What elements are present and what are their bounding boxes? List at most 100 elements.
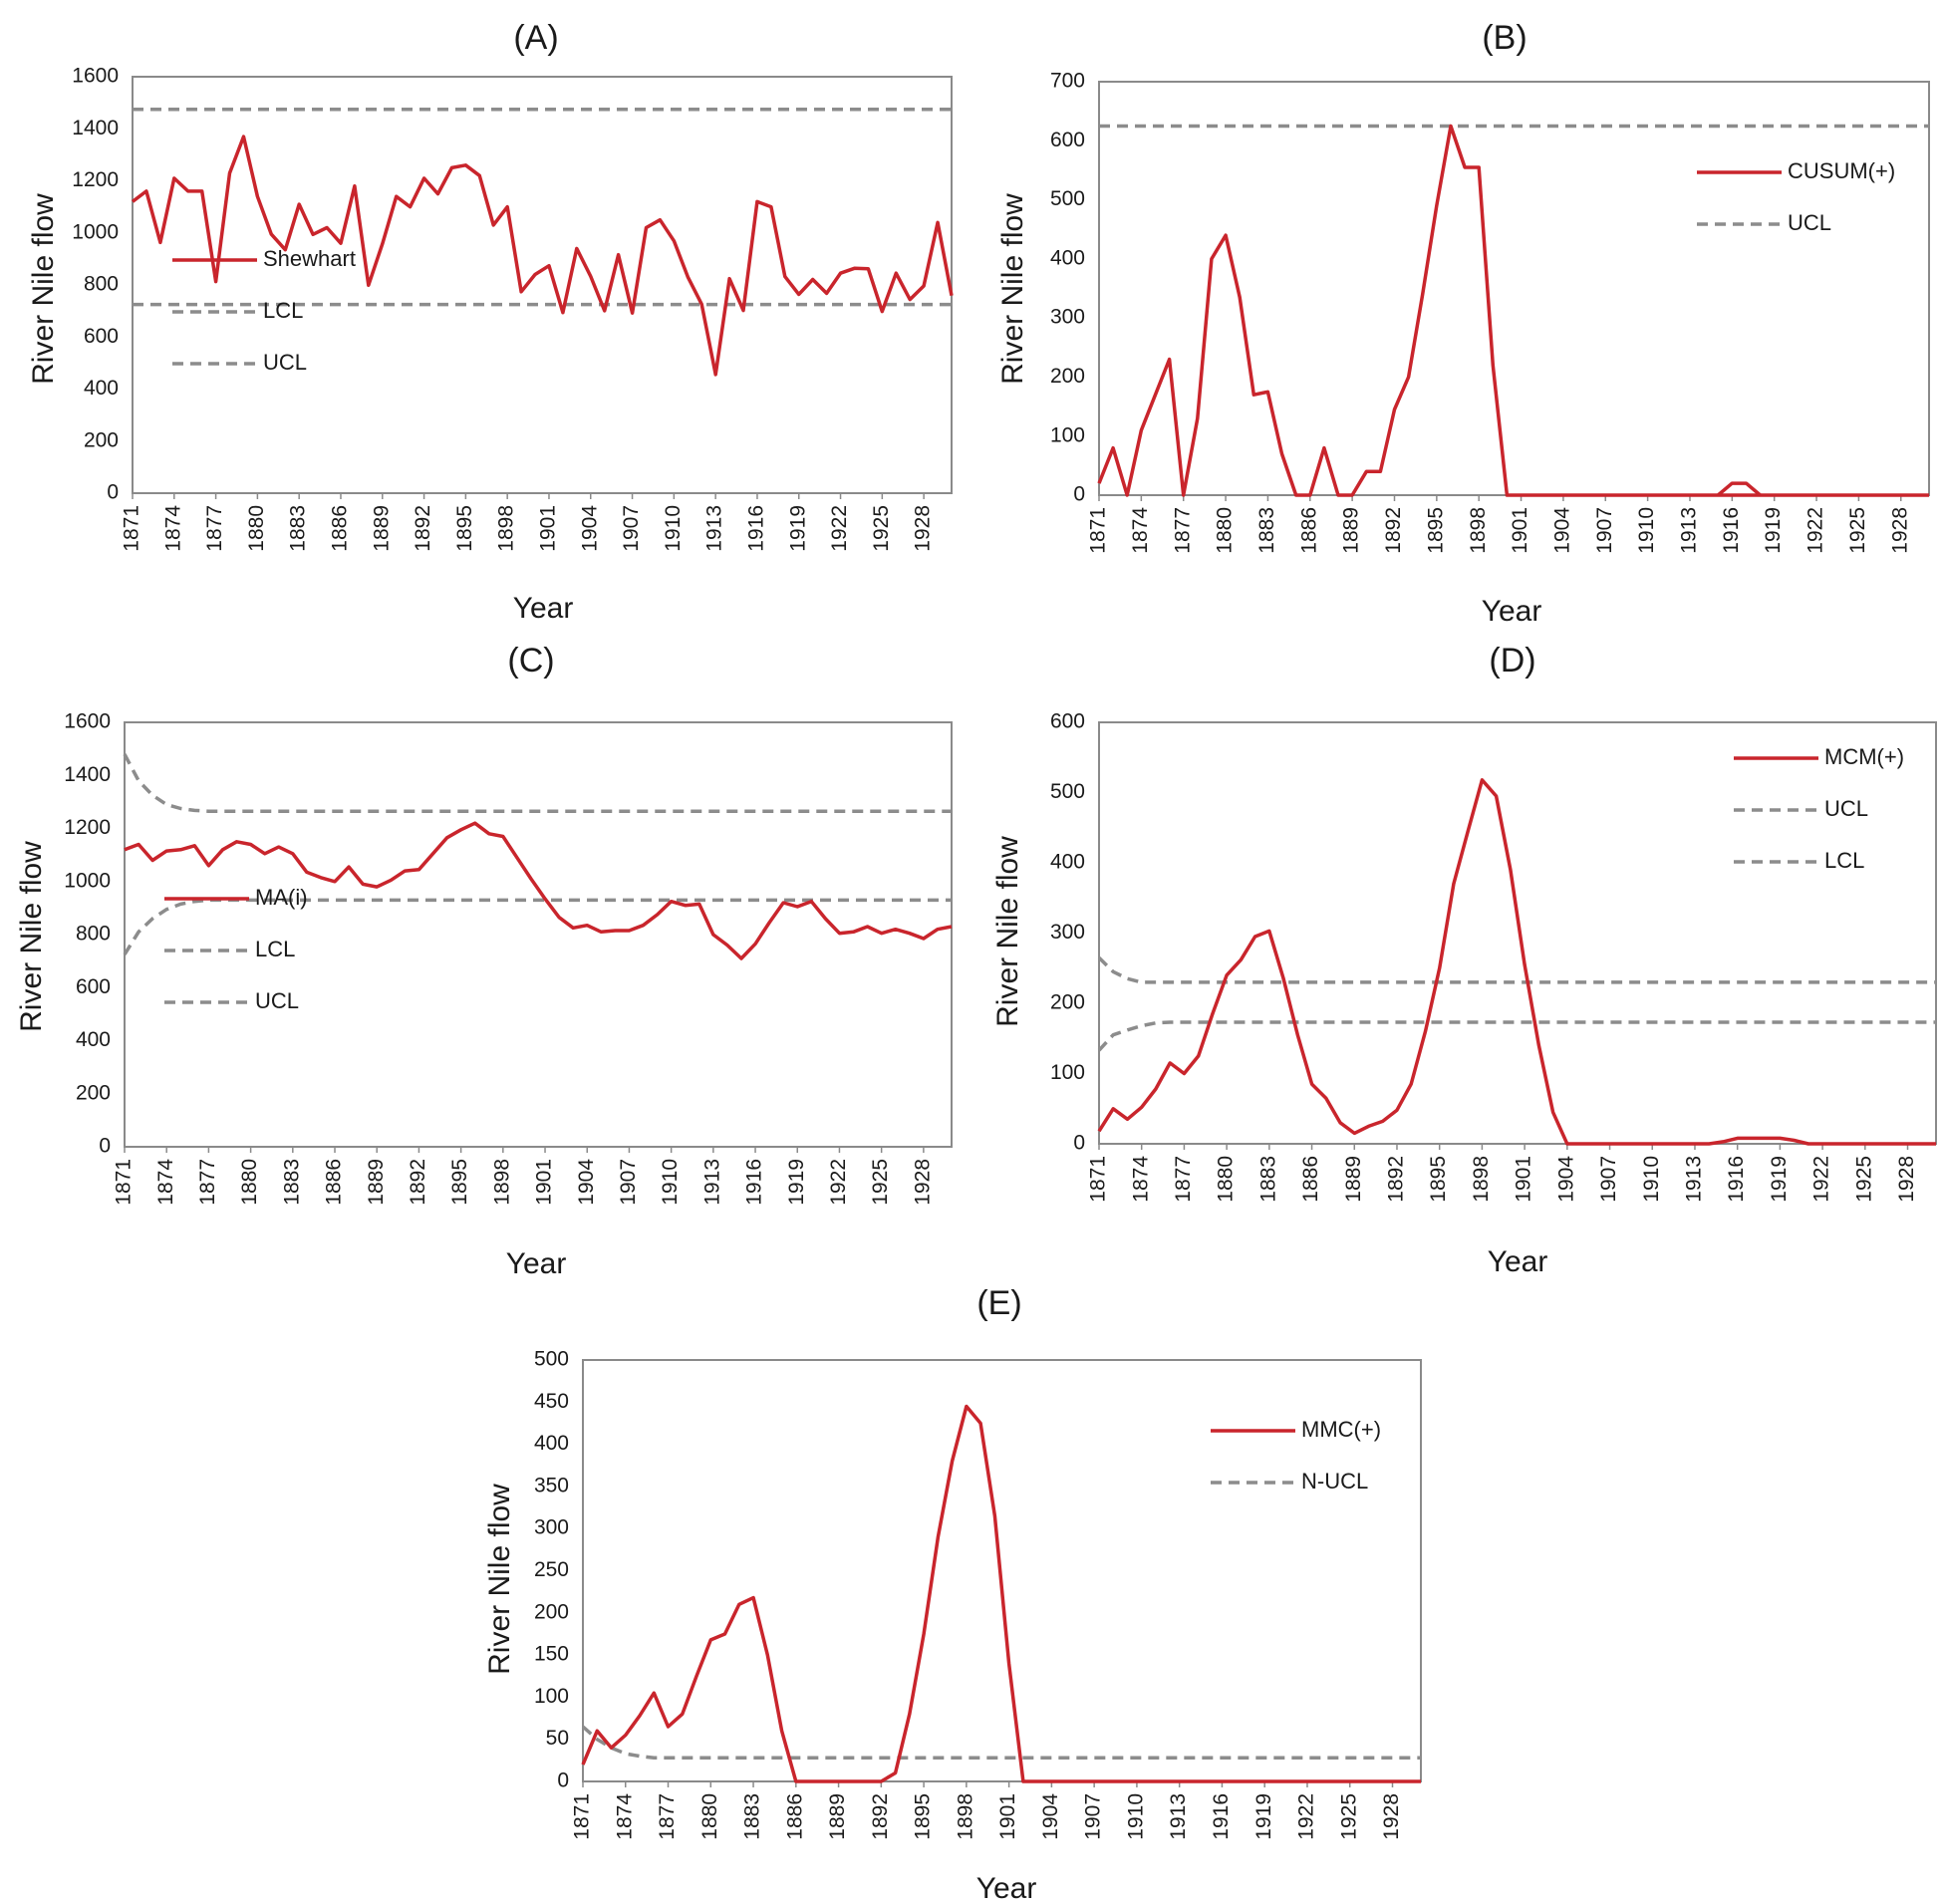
y-tick-label: 600 [84,325,119,348]
plot-area-e [582,1359,1422,1782]
y-tick-label: 300 [1050,921,1085,944]
x-axis-title: Year [1488,1245,1548,1278]
legend-d: MCM(+) UCL LCL [1734,744,1904,873]
y-tick-label: 350 [534,1474,569,1496]
x-tick-label: 1880 [238,1159,261,1206]
x-tick-label: 1913 [1167,1793,1190,1840]
legend-c: MA(i) LCL UCL [164,885,308,1013]
x-tick-label: 1892 [412,505,434,552]
y-tick-label: 100 [1050,423,1085,446]
y-tick-label: 0 [1073,1132,1085,1155]
x-tick-label: 1919 [786,505,809,552]
x-tick-label: 1889 [1342,1156,1365,1203]
x-tick-label: 1910 [1640,1156,1663,1203]
y-tick-label: 200 [76,1081,111,1104]
x-tick-label: 1883 [280,1159,303,1206]
panel-label-b: (B) [1482,19,1527,57]
series-line-ucl [123,753,952,813]
x-tick-label: 1913 [703,505,726,552]
y-tick-label: 0 [99,1135,111,1158]
x-tick-label: 1910 [662,505,685,552]
series-line-cusum [1097,124,1929,497]
x-tick-label: 1928 [1380,1793,1403,1840]
y-tick-label: 600 [76,975,111,998]
x-tick-label: 1916 [1725,1156,1748,1203]
y-tick-label: 400 [1050,246,1085,269]
x-tick-label: 1892 [869,1793,892,1840]
x-axis-title: Year [513,592,574,625]
x-tick-label: 1871 [1087,507,1110,554]
legend-label-cusum: CUSUM(+) [1788,158,1895,183]
legend-label-ucl: UCL [255,988,299,1013]
x-tick-label: 1889 [826,1793,849,1840]
y-tick-label: 150 [534,1643,569,1666]
x-tick-label: 1907 [617,1159,640,1206]
y-tick-label: 1200 [64,816,111,839]
x-tick-label: 1904 [578,505,601,552]
y-tick-label: 600 [1050,710,1085,733]
x-tick-label: 1901 [533,1159,556,1206]
x-tick-label: 1877 [203,505,226,552]
x-axis-title: Year [976,1872,1037,1904]
x-tick-label: 1925 [1852,1156,1875,1203]
x-axis-title: Year [506,1247,567,1280]
x-tick-label: 1904 [575,1159,598,1206]
x-tick-label: 1907 [1597,1156,1620,1203]
legend-label-mcm: MCM(+) [1824,744,1904,769]
x-tick-label: 1904 [1039,1793,1062,1840]
x-tick-label: 1883 [1255,507,1278,554]
series-line-mcm [1097,778,1936,1146]
x-tick-label: 1916 [743,1159,766,1206]
x-tick-label: 1898 [1470,1156,1493,1203]
x-tick-label: 1892 [407,1159,429,1206]
x-tick-label: 1877 [656,1793,679,1840]
x-tick-label: 1928 [1888,507,1911,554]
x-tick-label: 1877 [1171,507,1194,554]
y-tick-label: 100 [1050,1061,1085,1084]
series-line-lcl [1097,1020,1936,1052]
legend-label-ucl: UCL [1788,210,1831,235]
y-tick-label: 200 [1050,991,1085,1014]
x-tick-label: 1886 [1297,507,1320,554]
x-tick-label: 1916 [744,505,767,552]
x-tick-label: 1904 [1550,507,1573,554]
y-tick-label: 200 [1050,365,1085,388]
y-axis-title: River Nile flow [27,193,60,385]
y-tick-label: 300 [534,1516,569,1539]
x-tick-label: 1910 [659,1159,682,1206]
x-tick-label: 1922 [1804,507,1827,554]
series-line-shewhart [131,135,954,377]
y-tick-label: 200 [534,1600,569,1623]
panel-label-c: (C) [507,642,554,680]
x-tick-label: 1874 [1129,1156,1152,1203]
y-tick-label: 1000 [72,220,119,243]
x-tick-label: 1916 [1720,507,1743,554]
x-tick-label: 1925 [1337,1793,1360,1840]
y-tick-label: 1400 [64,763,111,786]
y-tick-label: 800 [76,923,111,946]
y-axis-title: River Nile flow [991,836,1024,1027]
legend-label-lcl: LCL [1824,848,1864,873]
x-tick-label: 1892 [1382,507,1405,554]
y-tick-label: 600 [1050,129,1085,151]
legend-label-ucl: UCL [1824,796,1868,821]
x-tick-label: 1901 [1509,507,1531,554]
y-tick-label: 500 [534,1348,569,1371]
series-line-cusum-segment [1717,481,1762,497]
x-tick-label: 1919 [1762,507,1785,554]
x-tick-label: 1880 [245,505,268,552]
x-tick-label: 1895 [1427,1156,1450,1203]
x-tick-label: 1895 [1424,507,1447,554]
x-tick-label: 1910 [1635,507,1658,554]
legend-label-ucl: UCL [263,350,307,375]
y-tick-label: 450 [534,1390,569,1413]
x-tick-label: 1907 [1082,1793,1105,1840]
x-tick-label: 1895 [453,505,476,552]
x-tick-label: 1886 [783,1793,806,1840]
y-tick-label: 300 [1050,306,1085,329]
x-tick-label: 1883 [741,1793,764,1840]
x-tick-label: 1928 [911,1159,934,1206]
x-tick-label: 1898 [1467,507,1490,554]
legend-label-mmc: MMC(+) [1301,1417,1381,1442]
series-line-ucl [1097,955,1936,984]
